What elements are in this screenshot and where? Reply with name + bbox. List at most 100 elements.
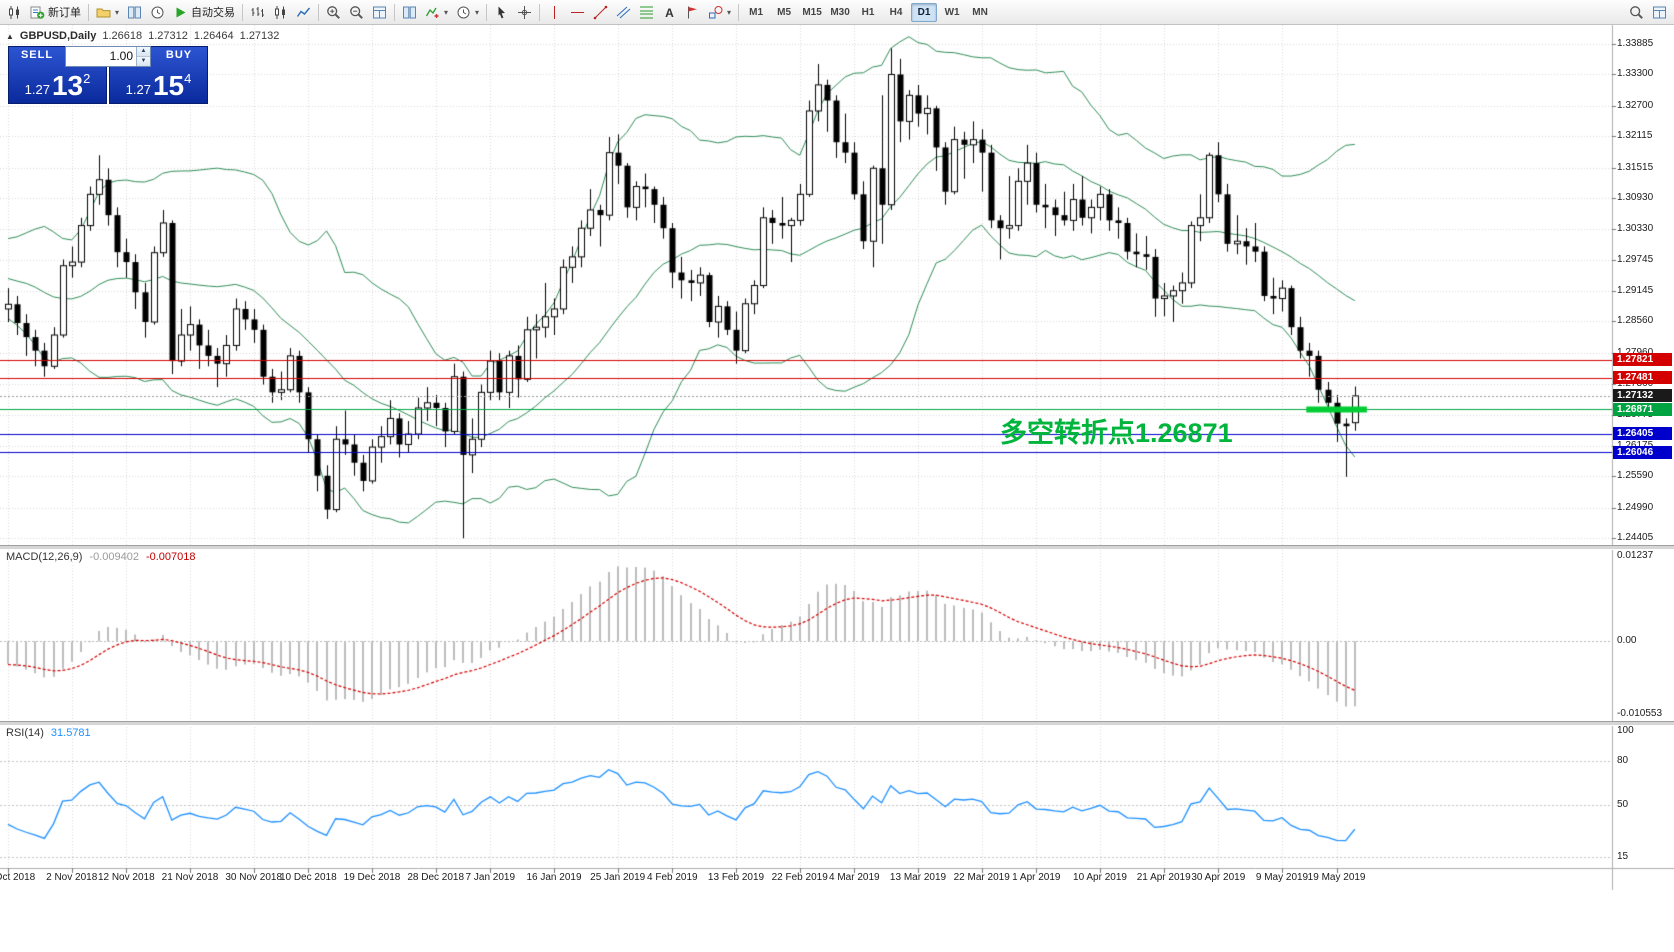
crosshair-icon bbox=[517, 5, 532, 20]
bar-chart-button[interactable] bbox=[246, 2, 269, 23]
ohlc-close: 1.27132 bbox=[239, 30, 280, 42]
indicators-button[interactable]: ▾ bbox=[421, 2, 452, 23]
bar-chart-icon bbox=[250, 5, 265, 20]
toolbar-separator bbox=[318, 3, 320, 21]
volume-input[interactable]: 1.00 ▲ ▼ bbox=[65, 46, 151, 67]
horizontal-line-button[interactable] bbox=[566, 2, 589, 23]
charts-window-button[interactable] bbox=[123, 2, 146, 23]
fibonacci-icon bbox=[639, 5, 654, 20]
volume-up-icon[interactable]: ▲ bbox=[137, 47, 150, 57]
volume-down-icon[interactable]: ▼ bbox=[137, 57, 150, 66]
new-order-button[interactable]: 新订单 bbox=[26, 2, 85, 23]
price-scale-label: 1.28560 bbox=[1617, 315, 1654, 327]
price-level-badge: 1.27821 bbox=[1613, 353, 1672, 367]
zoom-in-icon bbox=[326, 5, 341, 20]
chart-header: ▲ GBPUSD,Daily 1.26618 1.27312 1.26464 1… bbox=[6, 30, 279, 42]
shapes-icon bbox=[708, 5, 723, 20]
price-scale-label: 1.27960 bbox=[1617, 346, 1654, 358]
sell-label[interactable]: SELL bbox=[20, 49, 54, 61]
timeframe-button-H1[interactable]: H1 bbox=[861, 6, 875, 18]
crosshair-button[interactable] bbox=[513, 2, 536, 23]
toolbar-separator bbox=[539, 3, 541, 21]
timeframe-button-D1[interactable]: D1 bbox=[911, 2, 938, 22]
toolbar-separator bbox=[394, 3, 396, 21]
time-axis-label: 12 Nov 2018 bbox=[97, 872, 155, 883]
label-button[interactable] bbox=[681, 2, 704, 23]
time-axis-label: 16 Jan 2019 bbox=[526, 872, 582, 883]
bid-base: 1.27 bbox=[24, 82, 50, 97]
macd-scale-label: 0.00 bbox=[1617, 635, 1637, 647]
trendline-button[interactable] bbox=[589, 2, 612, 23]
time-axis-label: 10 Apr 2019 bbox=[1073, 872, 1127, 883]
time-axis-label: 13 Feb 2019 bbox=[707, 872, 765, 883]
autotrading-button[interactable]: 自动交易 bbox=[169, 2, 239, 23]
bid-sup: 2 bbox=[83, 71, 91, 86]
time-axis-label: 10 Dec 2018 bbox=[279, 872, 337, 883]
toolbar-separator bbox=[242, 3, 244, 21]
ask-sup: 4 bbox=[184, 71, 192, 86]
shapes-button[interactable]: ▾ bbox=[704, 2, 735, 23]
alerts-icon bbox=[150, 5, 165, 20]
timeframe-button-M1[interactable]: M1 bbox=[749, 6, 764, 18]
timeframe-button-W1[interactable]: W1 bbox=[944, 6, 960, 18]
macd-scale-label: -0.010553 bbox=[1617, 708, 1663, 719]
buy-label[interactable]: BUY bbox=[165, 49, 193, 61]
new-order-icon bbox=[30, 5, 45, 20]
sell-price[interactable]: 1.27 13 2 bbox=[9, 67, 106, 103]
collapse-arrow-icon[interactable]: ▲ bbox=[6, 31, 14, 41]
tile-windows-button[interactable] bbox=[398, 2, 421, 23]
macd-panel-separator[interactable] bbox=[0, 545, 1674, 550]
price-scale-label: 1.24405 bbox=[1617, 532, 1654, 543]
profiles-button[interactable]: ▾ bbox=[92, 2, 123, 23]
zoom-out-button[interactable] bbox=[345, 2, 368, 23]
timeframe-button-H4[interactable]: H4 bbox=[889, 6, 903, 18]
buy-price[interactable]: 1.27 15 4 bbox=[110, 67, 207, 103]
timeframe-button-M30[interactable]: M30 bbox=[830, 6, 850, 18]
volume-value[interactable]: 1.00 bbox=[109, 49, 133, 63]
volume-spinner[interactable]: ▲ ▼ bbox=[136, 47, 150, 66]
vertical-line-button[interactable] bbox=[543, 2, 566, 23]
time-axis-label: 22 Feb 2019 bbox=[771, 872, 828, 883]
time-axis-label: 2 Nov 2018 bbox=[46, 872, 98, 883]
rsi-value: 31.5781 bbox=[50, 727, 91, 739]
label-icon bbox=[685, 5, 700, 20]
time-axis-label: 21 Apr 2019 bbox=[1136, 872, 1191, 883]
alerts-button[interactable] bbox=[146, 2, 169, 23]
ohlc-low: 1.26464 bbox=[193, 30, 234, 42]
ohlc-open: 1.26618 bbox=[102, 30, 143, 42]
grid-icon bbox=[372, 5, 387, 20]
timeframe-button-M15[interactable]: M15 bbox=[802, 6, 822, 18]
time-axis-label: 19 Dec 2018 bbox=[343, 872, 401, 883]
new-chart-button[interactable] bbox=[3, 2, 26, 23]
search-button[interactable] bbox=[1625, 2, 1648, 23]
timeframe-button-M5[interactable]: M5 bbox=[777, 6, 792, 18]
cursor-button[interactable] bbox=[490, 2, 513, 23]
chart-windows-button[interactable] bbox=[1648, 2, 1671, 23]
price-level-badge: 1.26046 bbox=[1613, 445, 1672, 459]
autotrading-icon bbox=[173, 5, 188, 20]
zoom-in-button[interactable] bbox=[322, 2, 345, 23]
channel-button[interactable] bbox=[612, 2, 635, 23]
periods-button[interactable]: ▾ bbox=[452, 2, 483, 23]
price-scale-label: 1.32115 bbox=[1617, 130, 1653, 142]
one-click-trading-panel: SELL BUY 1.00 ▲ ▼ 1.27 13 2 1.27 15 4 bbox=[8, 46, 208, 104]
fibonacci-button[interactable] bbox=[635, 2, 658, 23]
periods-icon bbox=[456, 5, 471, 20]
grid-button[interactable] bbox=[368, 2, 391, 23]
price-scale-label: 1.33300 bbox=[1617, 68, 1654, 80]
price-level-badge: 1.27132 bbox=[1613, 389, 1672, 403]
rsi-scale-label: 15 bbox=[1617, 850, 1629, 862]
line-chart-button[interactable] bbox=[292, 2, 315, 23]
macd-scale-label: 0.01237 bbox=[1617, 550, 1654, 561]
price-scale-label: 1.29145 bbox=[1617, 285, 1654, 296]
chevron-down-icon: ▾ bbox=[444, 7, 449, 17]
rsi-panel-separator[interactable] bbox=[0, 721, 1674, 726]
text-button[interactable]: A bbox=[658, 2, 681, 23]
indicators-icon bbox=[425, 5, 440, 20]
candlestick-chart-button[interactable] bbox=[269, 2, 292, 23]
price-level-badge: 1.26405 bbox=[1613, 427, 1672, 441]
macd-label: MACD(12,26,9) bbox=[6, 551, 83, 563]
timeframe-button-MN[interactable]: MN bbox=[972, 6, 988, 18]
price-scale-label: 1.30330 bbox=[1617, 223, 1654, 235]
